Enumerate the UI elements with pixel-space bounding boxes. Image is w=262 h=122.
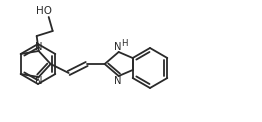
Text: H: H	[121, 39, 128, 47]
Text: N: N	[35, 76, 43, 86]
Text: N: N	[114, 76, 121, 86]
Text: N: N	[35, 41, 43, 51]
Text: N: N	[114, 42, 121, 52]
Text: HO: HO	[36, 6, 52, 16]
